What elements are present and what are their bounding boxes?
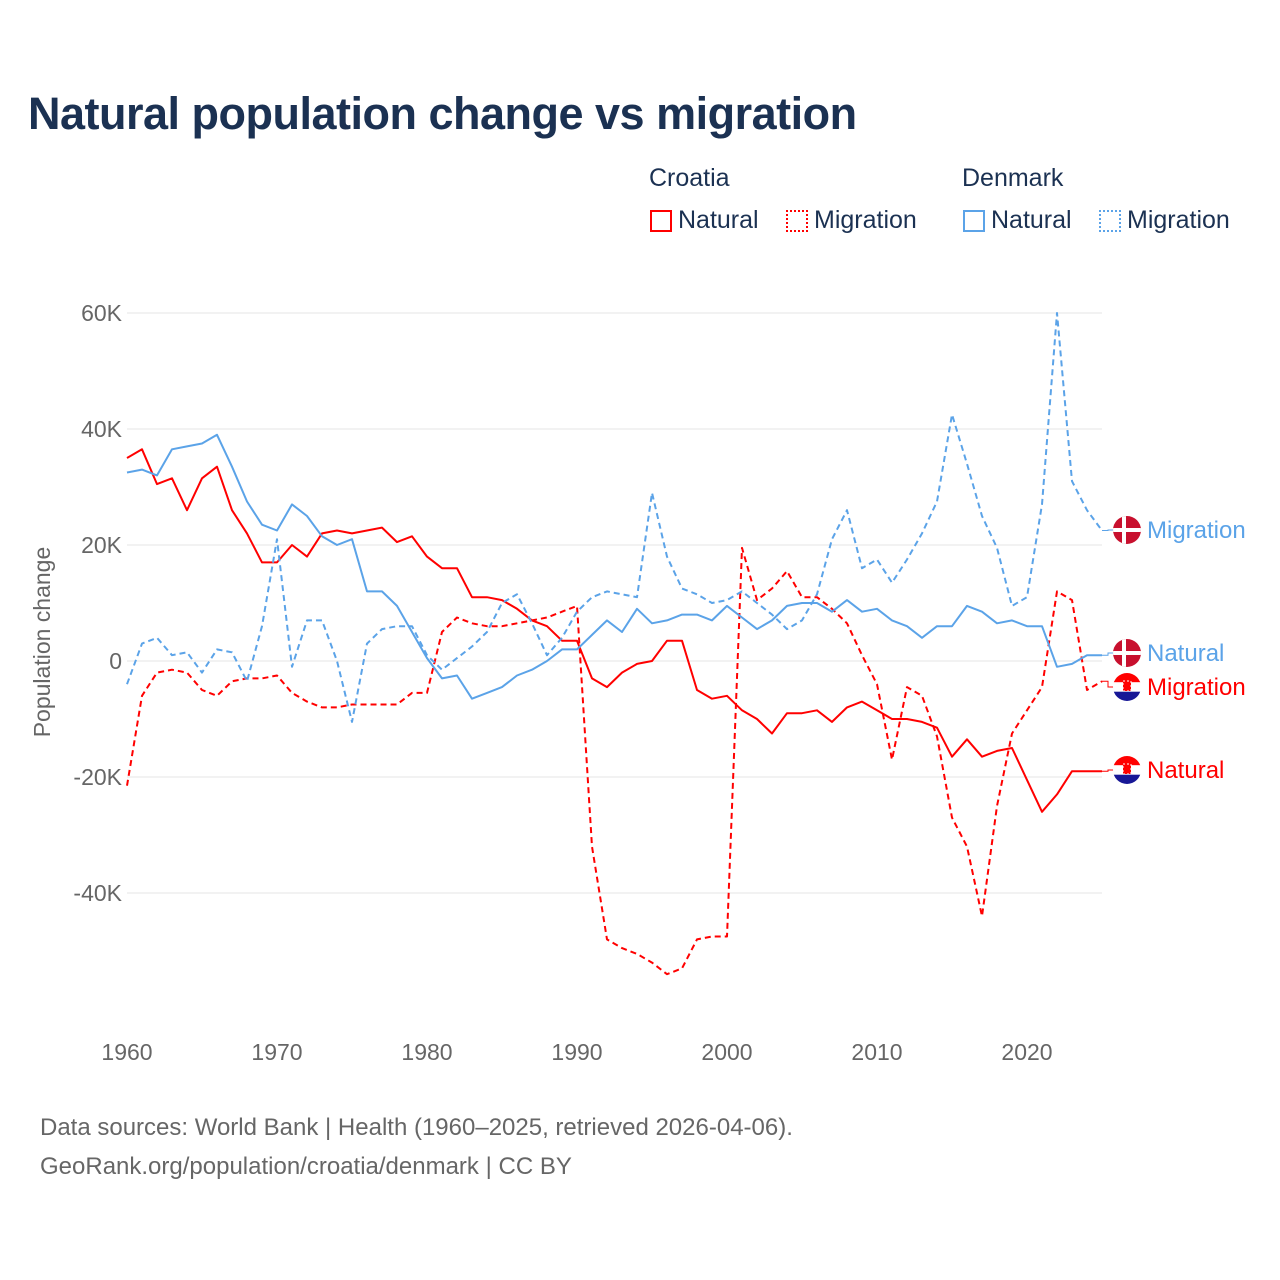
end-label-connector — [1102, 680, 1114, 688]
x-tick-label: 2000 — [701, 1039, 752, 1065]
legend-croatia-migration[interactable]: Migration — [786, 206, 917, 235]
y-tick-label: -40K — [73, 880, 122, 906]
y-axis-label: Population change — [29, 547, 55, 738]
end-label-connector — [1102, 769, 1114, 772]
legend-denmark-migration[interactable]: Migration — [1099, 206, 1230, 235]
flag-stripe-blue — [1113, 774, 1141, 784]
flag-body — [1113, 756, 1141, 784]
flag-body — [1113, 673, 1141, 701]
x-tick-label: 1970 — [251, 1039, 302, 1065]
x-tick-label: 2020 — [1001, 1039, 1052, 1065]
legend-swatch — [963, 209, 985, 232]
footer: Data sources: World Bank | Health (1960–… — [40, 1108, 793, 1186]
x-tick-label: 1960 — [101, 1039, 152, 1065]
legend-swatch — [786, 209, 808, 232]
legend-label: Natural — [991, 206, 1072, 234]
y-tick-label: -20K — [73, 764, 122, 790]
y-tick-label: 20K — [81, 532, 123, 558]
series-line-denmark-migration — [126, 312, 1103, 723]
end-label: Migration — [1147, 674, 1246, 701]
series-line-denmark-natural — [126, 433, 1102, 700]
legend-label: Migration — [814, 206, 917, 234]
denmark-flag-icon — [1113, 639, 1141, 667]
flag-body — [1113, 516, 1141, 544]
legend-group-denmark: Denmark — [962, 164, 1064, 192]
flag-stripe-red — [1113, 756, 1141, 766]
series-line-croatia-migration — [126, 546, 1103, 976]
flag-cross-h — [1113, 651, 1141, 655]
series-line-croatia-natural — [126, 448, 1102, 813]
flag-cross-v — [1122, 516, 1126, 544]
footer-source: Data sources: World Bank | Health (1960–… — [40, 1114, 793, 1141]
y-tick-label: 60K — [81, 300, 123, 326]
y-tick-label: 40K — [81, 416, 123, 442]
legend-croatia-natural[interactable]: Natural — [650, 206, 759, 235]
end-label: Natural — [1147, 640, 1224, 667]
legend-swatch — [650, 209, 672, 232]
plot-area: 60K 40K 20K 0 -20K -40K 1960 1970 1980 1990 2000 20… — [29, 300, 1246, 1065]
legend-group-croatia: Croatia — [649, 164, 730, 192]
end-label: Natural — [1147, 757, 1224, 784]
denmark-flag-icon — [1113, 516, 1141, 544]
x-tick-label: 1990 — [551, 1039, 602, 1065]
x-tick-label: 1980 — [401, 1039, 452, 1065]
end-label-connector — [1102, 529, 1114, 531]
legend-label: Migration — [1127, 206, 1230, 234]
flag-stripe-red — [1113, 673, 1141, 683]
flag-stripe-blue — [1113, 691, 1141, 701]
croatia-flag-icon — [1113, 756, 1141, 784]
x-tick-label: 2010 — [851, 1039, 902, 1065]
end-label-connector — [1102, 652, 1114, 656]
chart-title: Natural population change vs migration — [28, 88, 857, 139]
legend-denmark-natural[interactable]: Natural — [963, 206, 1072, 235]
flag-coat-of-arms — [1122, 680, 1132, 692]
flag-body — [1113, 639, 1141, 667]
flag-cross-v — [1122, 639, 1126, 667]
legend-swatch — [1099, 209, 1121, 232]
croatia-flag-icon — [1113, 673, 1141, 701]
end-label: Migration — [1147, 517, 1246, 544]
footer-link[interactable]: GeoRank.org/population/croatia/denmark |… — [40, 1153, 572, 1180]
y-tick-label: 0 — [109, 648, 122, 674]
legend-label: Natural — [678, 206, 759, 234]
flag-cross-h — [1113, 528, 1141, 532]
flag-coat-of-arms — [1122, 763, 1132, 775]
